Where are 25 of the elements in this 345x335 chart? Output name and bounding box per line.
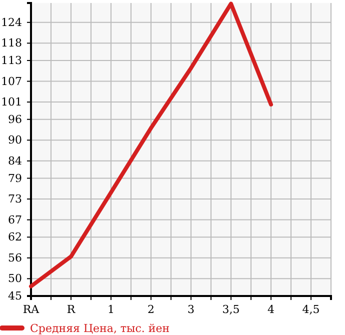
- y-tick-label: 62: [8, 230, 22, 244]
- x-tick-label: 4,5: [302, 303, 320, 316]
- y-tick-label: 118: [1, 36, 22, 50]
- y-tick-label: 107: [1, 74, 22, 88]
- y-tick-label: 45: [8, 290, 22, 303]
- x-tick-label: 3,5: [222, 303, 240, 316]
- y-tick-label: 67: [8, 213, 22, 226]
- y-tick-label: 113: [1, 54, 22, 68]
- y-tick-label: 101: [1, 96, 22, 109]
- y-tick-label: 73: [8, 192, 22, 206]
- y-tick-label: 84: [8, 154, 22, 168]
- x-tick-label: R: [66, 303, 76, 316]
- y-tick-label: 50: [8, 272, 22, 286]
- line-series: [29, 2, 273, 288]
- y-tick-label: 90: [8, 134, 22, 147]
- x-tick-label: 1: [108, 303, 114, 316]
- y-tick-label: 56: [8, 251, 22, 264]
- legend-label: Средняя Цена, тыс. йен: [30, 322, 170, 335]
- y-tick-label: 96: [8, 112, 22, 126]
- x-tick-label: 2: [148, 303, 154, 316]
- x-tick-label: RA: [22, 303, 40, 316]
- x-tick-label: 4: [268, 303, 274, 316]
- y-tick-label: 79: [8, 172, 22, 185]
- y-tick-label: 124: [1, 16, 22, 29]
- x-tick-label: 3: [188, 303, 194, 316]
